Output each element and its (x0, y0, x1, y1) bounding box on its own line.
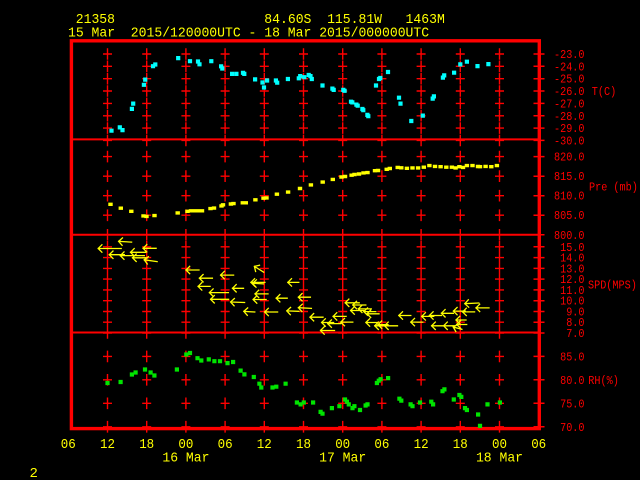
svg-text:18: 18 (296, 437, 311, 453)
svg-text:06: 06 (61, 437, 76, 453)
svg-text:06: 06 (531, 437, 546, 453)
svg-text:12: 12 (100, 437, 115, 453)
svg-text:2: 2 (30, 466, 38, 480)
svg-text:16 Mar: 16 Mar (162, 451, 209, 467)
svg-text:11.0: 11.0 (560, 284, 584, 298)
svg-text:00: 00 (335, 437, 350, 453)
svg-text:14.0: 14.0 (560, 252, 584, 266)
svg-text:-24.0: -24.0 (554, 60, 585, 74)
svg-text:-28.0: -28.0 (554, 110, 585, 124)
svg-text:15.0: 15.0 (560, 241, 584, 255)
svg-text:00: 00 (178, 437, 193, 453)
svg-text:18 Mar: 18 Mar (476, 451, 523, 467)
svg-text:10.0: 10.0 (560, 295, 584, 309)
svg-text:815.0: 815.0 (554, 170, 585, 184)
svg-text:12: 12 (257, 437, 272, 453)
svg-text:-26.0: -26.0 (554, 85, 585, 99)
svg-text:75.0: 75.0 (560, 397, 584, 411)
svg-text:13.0: 13.0 (560, 262, 584, 276)
svg-text:-23.0: -23.0 (554, 48, 585, 62)
svg-text:8.0: 8.0 (566, 316, 584, 330)
svg-text:70.0: 70.0 (560, 421, 584, 435)
svg-text:-25.0: -25.0 (554, 73, 585, 87)
svg-text:84.60S 115.81W 1463M: 84.60S 115.81W 1463M (264, 12, 445, 28)
svg-text:820.0: 820.0 (554, 151, 585, 165)
svg-text:18: 18 (453, 437, 468, 453)
svg-text:-29.0: -29.0 (554, 122, 585, 136)
svg-text:810.0: 810.0 (554, 190, 585, 204)
svg-text:06: 06 (374, 437, 389, 453)
svg-text:7.0: 7.0 (566, 327, 584, 341)
svg-text:21358: 21358 (76, 12, 115, 28)
svg-text:00: 00 (492, 437, 507, 453)
svg-text:12.0: 12.0 (560, 273, 584, 287)
svg-text:RH(%): RH(%) (588, 374, 619, 388)
svg-text:18: 18 (139, 437, 154, 453)
svg-text:15 Mar 2015/120000UTC - 18 Ma: 15 Mar 2015/120000UTC - 18 Mar 2015/0000… (68, 26, 429, 42)
svg-text:SPD(MPS): SPD(MPS) (588, 279, 637, 293)
svg-text:06: 06 (218, 437, 233, 453)
svg-text:80.0: 80.0 (560, 374, 584, 388)
svg-text:12: 12 (414, 437, 429, 453)
svg-text:9.0: 9.0 (566, 306, 584, 320)
svg-text:805.0: 805.0 (554, 209, 585, 223)
svg-text:85.0: 85.0 (560, 350, 584, 364)
svg-text:Pre (mb): Pre (mb) (589, 180, 638, 194)
svg-text:T(C): T(C) (592, 85, 616, 99)
svg-text:800.0: 800.0 (554, 229, 585, 243)
svg-text:17 Mar: 17 Mar (319, 451, 366, 467)
svg-text:-27.0: -27.0 (554, 97, 585, 111)
svg-text:-30.0: -30.0 (554, 134, 585, 148)
